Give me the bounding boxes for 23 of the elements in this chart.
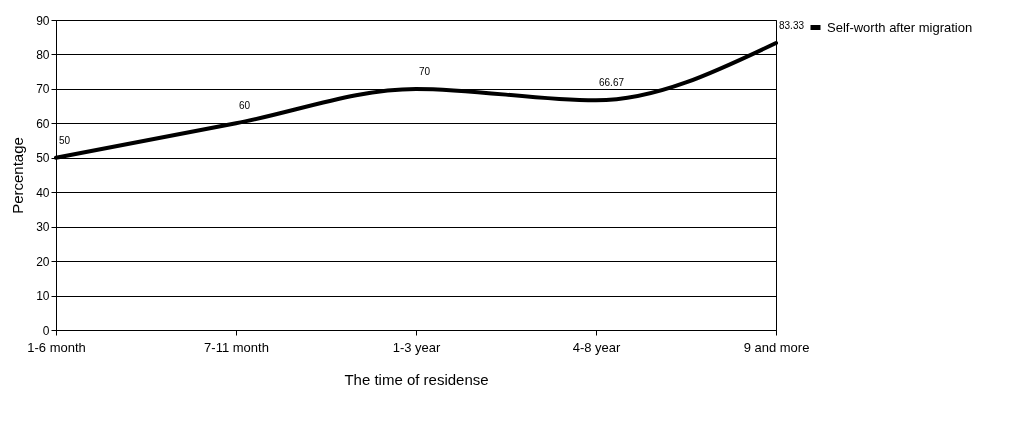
y-tick-label: 50 bbox=[36, 151, 50, 166]
y-tick-label: 40 bbox=[36, 185, 50, 200]
y-tick-label: 90 bbox=[36, 13, 50, 28]
data-label: 60 bbox=[239, 100, 251, 112]
x-tick-label: 1-6 month bbox=[27, 339, 86, 355]
y-tick-label: 80 bbox=[36, 47, 50, 62]
data-label: 66.67 bbox=[599, 77, 625, 89]
x-tick-label: 9 and more bbox=[743, 339, 810, 355]
y-tick-label: 0 bbox=[42, 323, 50, 338]
data-label: 70 bbox=[419, 65, 431, 77]
x-tick-label: 7-11 month bbox=[204, 339, 269, 355]
y-tick-label: 20 bbox=[36, 254, 50, 269]
legend-label: Self-worth after migration bbox=[827, 19, 973, 35]
x-tick-label: 1-3 year bbox=[392, 339, 442, 355]
y-tick-label: 10 bbox=[36, 289, 50, 304]
y-axis-title: Percentage bbox=[9, 137, 27, 214]
x-axis-title: The time of residense bbox=[344, 370, 489, 388]
y-tick-label: 30 bbox=[36, 220, 50, 235]
x-tick-label: 4-8 year bbox=[572, 339, 622, 355]
y-tick-label: 70 bbox=[36, 82, 50, 97]
data-label: 50 bbox=[59, 134, 71, 146]
y-tick-label: 60 bbox=[36, 116, 50, 131]
data-label: 83.33 bbox=[779, 19, 805, 31]
